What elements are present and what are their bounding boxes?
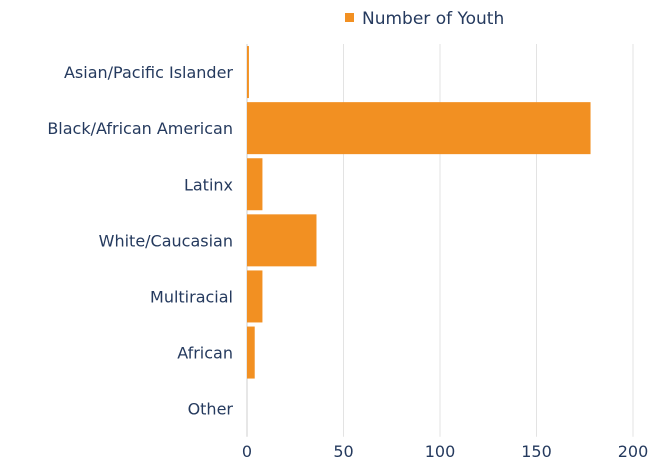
x-tick-label-0: 0 — [242, 442, 252, 459]
legend-label: Number of Youth — [362, 9, 504, 29]
bar-3 — [247, 214, 317, 267]
x-tick-label-200: 200 — [618, 442, 649, 459]
category-labels: Asian/Pacific Islander Black/African Amer… — [47, 63, 233, 419]
x-tick-labels: 0 50 100 150 200 — [242, 442, 648, 459]
legend-swatch — [345, 13, 354, 22]
bars — [247, 46, 591, 379]
bar-5 — [247, 326, 255, 379]
category-label-5: African — [177, 344, 233, 363]
x-tick-label-100: 100 — [425, 442, 456, 459]
x-tick-label-50: 50 — [333, 442, 353, 459]
legend: Number of Youth — [345, 9, 504, 29]
bar-4 — [247, 270, 263, 323]
category-label-2: Latinx — [184, 175, 233, 194]
category-label-1: Black/African American — [47, 119, 233, 138]
bar-0 — [247, 46, 249, 99]
x-tick-label-150: 150 — [521, 442, 552, 459]
bar-1 — [247, 102, 591, 155]
category-label-0: Asian/Pacific Islander — [64, 63, 233, 82]
bar-2 — [247, 158, 263, 211]
category-label-6: Other — [188, 400, 234, 419]
category-label-3: White/Caucasian — [99, 231, 233, 250]
category-label-4: Multiracial — [150, 287, 233, 306]
